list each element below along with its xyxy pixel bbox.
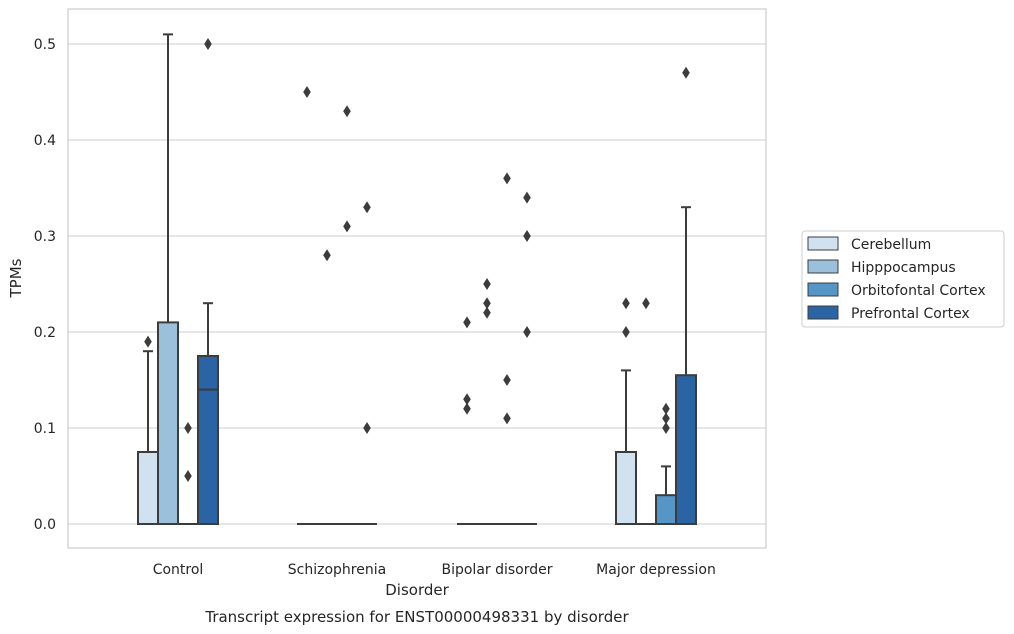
legend-frame <box>801 230 1005 328</box>
box-body <box>675 374 697 526</box>
box-3-3 <box>675 66 697 526</box>
outlier-point <box>483 278 491 290</box>
outlier-point <box>662 422 670 434</box>
outlier-point <box>463 393 471 406</box>
legend-label: Prefrontal Cortex <box>851 306 970 322</box>
x-axis-ticks: Control Schizophrenia Bipolar disorder Majo… <box>153 562 716 578</box>
y-tick-label: 0.1 <box>34 421 56 437</box>
outlier-point <box>483 306 491 319</box>
x-tick-label: Major depression <box>596 562 716 578</box>
box-0-0 <box>137 335 159 525</box>
x-tick-label: Schizophrenia <box>288 562 386 578</box>
legend-swatch <box>807 236 839 251</box>
outlier-point <box>184 422 192 434</box>
box-2-1 <box>337 105 357 525</box>
y-tick-label: 0.4 <box>34 133 56 149</box>
outlier-point <box>184 470 192 482</box>
x-tick-label: Control <box>153 562 204 578</box>
outlier-point <box>662 402 670 415</box>
outlier-point <box>363 422 371 434</box>
y-axis-ticks: 0.0 0.1 0.2 0.3 0.4 0.5 <box>34 37 56 533</box>
outlier-point <box>463 316 471 329</box>
outlier-point <box>343 105 351 118</box>
legend-label: Orbitofontal Cortex <box>851 283 986 299</box>
box-1-1 <box>317 249 337 525</box>
outlier-point <box>642 297 650 310</box>
plot-frame <box>67 8 767 549</box>
outlier-point <box>463 402 471 415</box>
legend-label: Hipppocampus <box>851 260 956 276</box>
outlier-point <box>682 66 690 79</box>
box-2-0 <box>178 422 198 525</box>
box-0-3 <box>615 297 637 525</box>
legend-swatch <box>807 259 839 274</box>
legend: Cerebellum Hipppocampus Orbitofontal Corte… <box>801 230 1005 328</box>
outlier-point <box>622 326 630 338</box>
legend-swatch <box>807 282 839 297</box>
outlier-point <box>303 86 311 98</box>
outlier-point <box>144 335 152 348</box>
box-body <box>655 494 677 526</box>
x-axis-label: Disorder <box>385 581 449 599</box>
outlier-point <box>503 412 511 425</box>
y-tick-label: 0.0 <box>34 517 56 533</box>
outlier-point <box>363 201 371 214</box>
outlier-point <box>523 191 531 204</box>
box-3-0 <box>197 38 219 525</box>
box-0-1 <box>297 86 317 525</box>
box-3-1 <box>357 201 377 525</box>
box-body <box>157 321 179 525</box>
x-tick-label: Bipolar disorder <box>441 562 552 578</box>
outlier-point <box>523 230 531 242</box>
outlier-point <box>662 412 670 425</box>
chart-caption: Transcript expression for ENST0000049833… <box>204 608 629 626</box>
box-1-0 <box>157 33 179 525</box>
y-tick-label: 0.3 <box>34 229 56 245</box>
y-axis-label: TPMs <box>7 258 25 298</box>
box-1-3 <box>636 297 656 525</box>
outlier-point <box>483 297 491 310</box>
box-3-2 <box>517 191 537 525</box>
box-2-3 <box>655 402 677 526</box>
box-0-2 <box>457 316 477 525</box>
outlier-point <box>323 249 331 262</box>
legend-label: Cerebellum <box>851 237 931 253</box>
outlier-point <box>622 297 630 310</box>
legend-swatch <box>807 305 839 320</box>
outlier-point <box>523 326 531 338</box>
outlier-point <box>503 172 511 185</box>
box-2-2 <box>497 172 517 525</box>
y-tick-label: 0.5 <box>34 37 56 53</box>
box-body <box>137 451 159 525</box>
outlier-point <box>204 38 212 50</box>
box-body <box>197 355 219 525</box>
plot-area <box>137 33 697 526</box>
box-1-2 <box>477 278 497 525</box>
outlier-point <box>343 220 351 233</box>
box-body <box>615 451 637 525</box>
outlier-point <box>503 374 511 386</box>
y-tick-label: 0.2 <box>34 325 56 341</box>
